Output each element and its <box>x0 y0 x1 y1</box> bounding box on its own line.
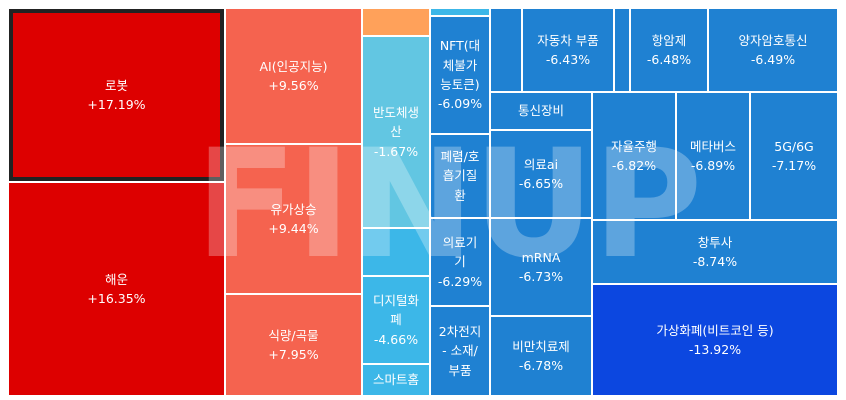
tile-label: NFT(대 체불가 능토큰) <box>439 38 481 92</box>
tile-orange-small[interactable] <box>362 8 430 36</box>
tile-label: 반도체생 산 <box>372 104 419 140</box>
tile-label: 의료ai <box>523 156 559 172</box>
tile-label: 로봇 <box>104 77 128 93</box>
tile-value: -1.67% <box>373 143 419 159</box>
tile-value: -6.49% <box>750 52 796 67</box>
tile-value: -6.43% <box>545 52 591 67</box>
tile-label: 식량/곡물 <box>268 327 319 343</box>
tile-label: 자율주행 <box>610 138 657 154</box>
tile-value: -6.89% <box>690 158 736 173</box>
tile-value: -6.78% <box>518 358 564 373</box>
tile-value: -6.65% <box>518 176 564 191</box>
tile-value: -6.73% <box>518 269 564 284</box>
tile-obesity[interactable]: 비만치료제 -6.78% <box>490 316 592 396</box>
tile-metaverse[interactable]: 메타버스 -6.89% <box>676 92 750 220</box>
tile-5g[interactable]: 5G/6G -7.17% <box>750 92 838 220</box>
tile-blank-b[interactable] <box>614 8 630 92</box>
tile-value: +17.19% <box>87 97 146 112</box>
tile-lung[interactable]: 폐렴/호 흡기질 환 <box>430 134 490 218</box>
tile-medical-device[interactable]: 의료기 기 -6.29% <box>430 218 490 306</box>
tile-cyan-top[interactable] <box>430 8 490 16</box>
tile-mrna[interactable]: mRNA -6.73% <box>490 218 592 316</box>
tile-value: -8.74% <box>692 254 738 269</box>
tile-label: 비만치료제 <box>512 338 570 354</box>
tile-value: -6.82% <box>611 158 657 173</box>
tile-label: 통신장비 <box>517 103 564 119</box>
tile-digital-money[interactable]: 디지털화 폐 -4.66% <box>362 276 430 364</box>
tile-value: -6.48% <box>646 52 692 67</box>
tile-battery[interactable]: 2차전지 - 소재/ 부품 <box>430 306 490 396</box>
tile-blue-small-a[interactable] <box>362 228 430 276</box>
tile-label: 메타버스 <box>689 138 736 154</box>
tile-anticancer[interactable]: 항암제 -6.48% <box>630 8 708 92</box>
tile-value: -6.29% <box>437 273 483 289</box>
tile-semi-prod[interactable]: 반도체생 산 -1.67% <box>362 36 430 228</box>
tile-value: +7.95% <box>268 347 319 362</box>
tile-label: 유가상승 <box>270 201 317 217</box>
tile-label: 해운 <box>104 271 128 287</box>
tile-value: -4.66% <box>373 331 419 347</box>
tile-robot[interactable]: 로봇 +17.19% <box>8 8 225 182</box>
tile-label: 디지털화 폐 <box>372 292 419 328</box>
tile-label: mRNA <box>521 249 561 265</box>
tile-medical-ai[interactable]: 의료ai -6.65% <box>490 130 592 218</box>
tile-auto-parts[interactable]: 자동차 부품 -6.43% <box>522 8 614 92</box>
tile-food[interactable]: 식량/곡물 +7.95% <box>225 294 362 396</box>
tile-value: -7.17% <box>771 158 817 173</box>
tile-label: 스마트홈 <box>372 372 419 388</box>
tile-label: 2차전지 - 소재/ 부품 <box>438 323 482 378</box>
tile-quantum[interactable]: 양자암호통신 -6.49% <box>708 8 838 92</box>
tile-telecom[interactable]: 통신장비 <box>490 92 592 130</box>
tile-value: -13.92% <box>688 342 742 357</box>
tile-label: 의료기 기 <box>442 234 478 270</box>
tile-label: 항암제 <box>651 32 687 48</box>
tile-value: +9.44% <box>268 221 319 236</box>
tile-autonomous[interactable]: 자율주행 -6.82% <box>592 92 676 220</box>
tile-label: 자동차 부품 <box>537 32 599 48</box>
tile-label: 5G/6G <box>774 138 814 154</box>
tile-label: 가상화폐(비트코인 등) <box>656 322 774 338</box>
tile-label: 창투사 <box>697 234 733 250</box>
tile-label: AI(인공지능) <box>259 58 328 74</box>
tile-value: +9.56% <box>268 78 319 93</box>
tile-value: -6.09% <box>437 96 483 112</box>
tile-label: 폐렴/호 흡기질 환 <box>440 148 480 203</box>
tile-crypto[interactable]: 가상화폐(비트코인 등) -13.92% <box>592 284 838 396</box>
tile-shipping[interactable]: 해운 +16.35% <box>8 182 225 396</box>
tile-blank-a[interactable] <box>490 8 522 92</box>
tile-nft[interactable]: NFT(대 체불가 능토큰) -6.09% <box>430 16 490 134</box>
tile-vc[interactable]: 창투사 -8.74% <box>592 220 838 284</box>
tile-value: +16.35% <box>87 291 146 306</box>
tile-ai[interactable]: AI(인공지능) +9.56% <box>225 8 362 144</box>
tile-smart-home[interactable]: 스마트홈 <box>362 364 430 396</box>
tile-oil[interactable]: 유가상승 +9.44% <box>225 144 362 294</box>
tile-label: 양자암호통신 <box>738 32 808 48</box>
